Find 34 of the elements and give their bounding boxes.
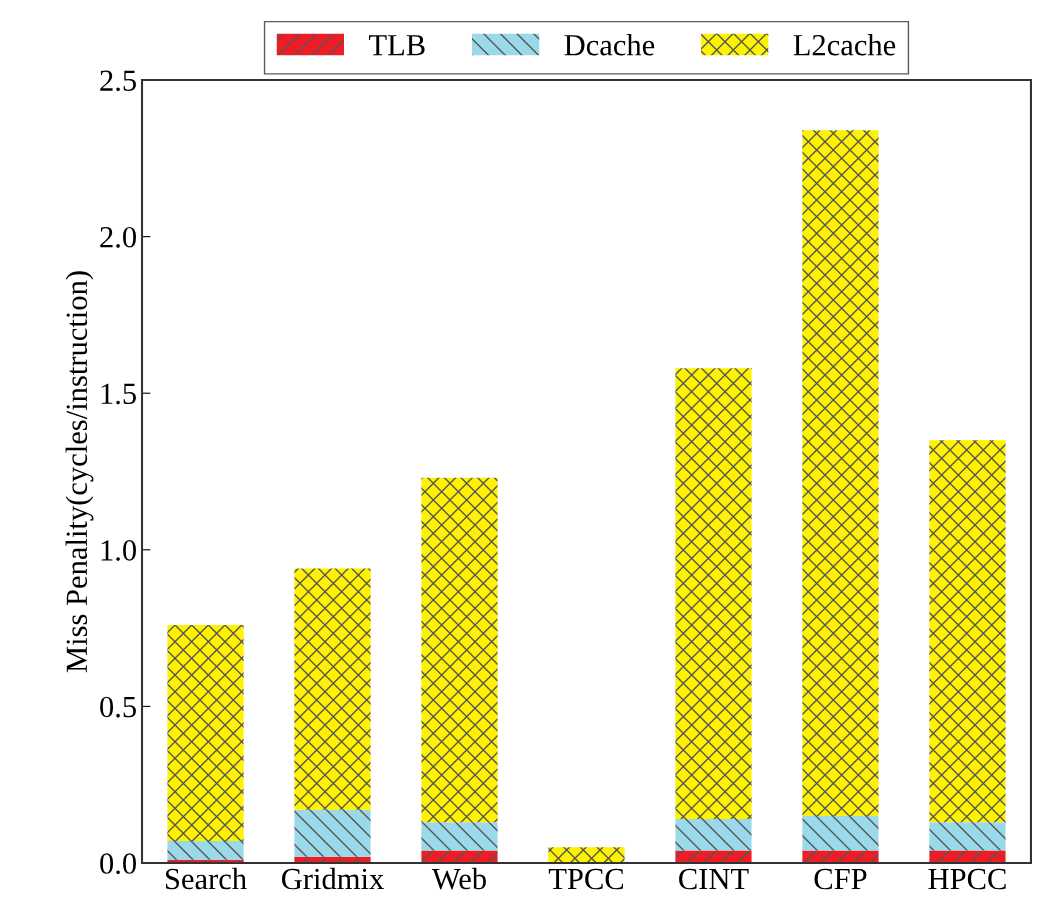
bar <box>294 568 371 810</box>
bar <box>802 850 879 863</box>
bar <box>294 809 371 857</box>
y-axis-title: Miss Penality(cycles/instruction) <box>65 271 94 673</box>
bar <box>675 368 752 820</box>
bar <box>167 841 244 860</box>
y-tick-label: 1.5 <box>101 383 136 405</box>
bar <box>675 819 752 851</box>
x-tick-label: HPCC <box>928 868 1006 890</box>
bar <box>675 850 752 863</box>
x-tick-label: Search <box>165 867 247 890</box>
bar <box>421 822 498 851</box>
y-tick-label: 0.5 <box>100 696 136 718</box>
bar <box>802 130 879 816</box>
y-tick-label: 2.0 <box>100 226 136 248</box>
legend-label: Dcache <box>564 34 655 56</box>
bar <box>929 822 1006 851</box>
bar <box>421 477 498 823</box>
x-tick-label: Web <box>431 867 486 890</box>
y-tick-label: 1.0 <box>101 540 136 561</box>
x-tick-label: CINT <box>679 868 749 890</box>
bar <box>548 847 625 863</box>
bar <box>421 850 498 863</box>
legend-label: L2cache <box>793 34 896 56</box>
y-tick-label: 2.5 <box>100 70 136 92</box>
bar <box>802 815 879 851</box>
bar <box>929 440 1006 823</box>
x-tick-label: TPCC <box>548 868 624 890</box>
x-tick-label: Gridmix <box>281 867 384 890</box>
bar <box>167 624 244 842</box>
bar <box>929 850 1006 863</box>
legend-label: TLB <box>368 35 425 56</box>
x-tick-label: CFP <box>814 868 867 890</box>
y-tick-label: 0.0 <box>100 853 136 874</box>
